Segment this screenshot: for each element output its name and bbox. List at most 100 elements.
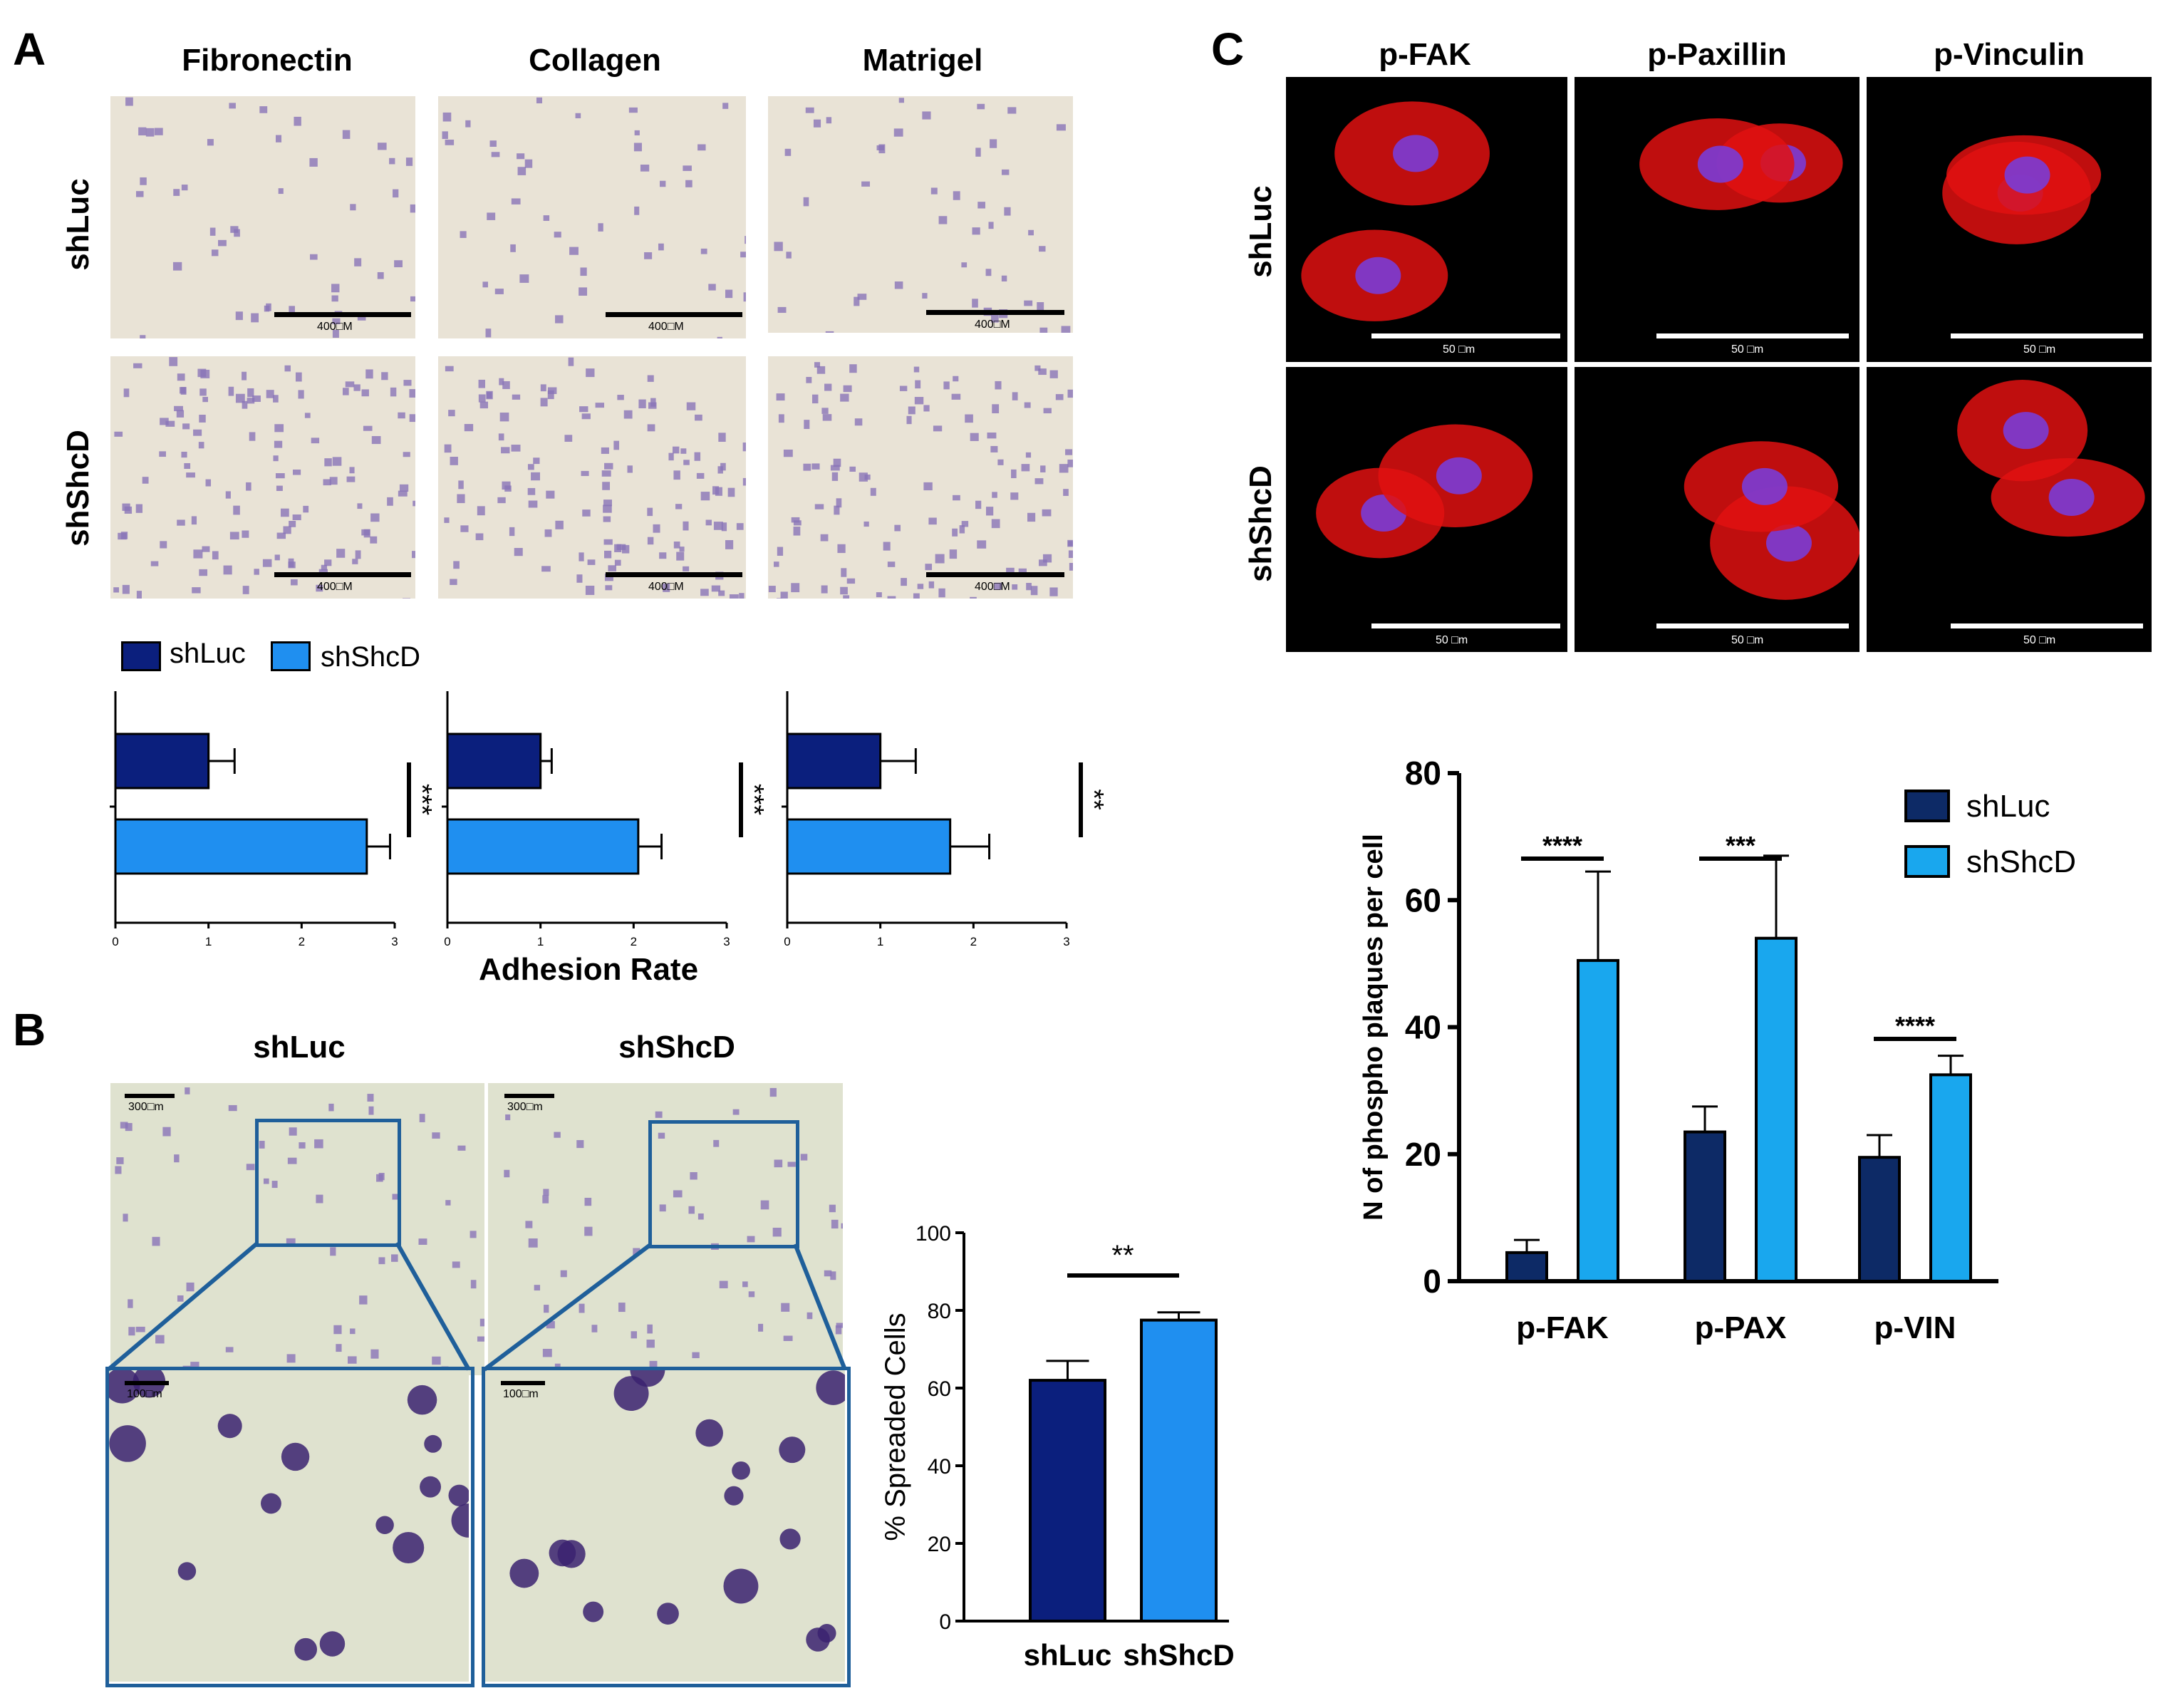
cell bbox=[409, 414, 415, 423]
cell bbox=[917, 584, 924, 589]
cell bbox=[732, 1109, 740, 1115]
micrograph-b-shluc-zoom bbox=[107, 1368, 469, 1682]
scale-bar bbox=[1371, 333, 1560, 338]
cell bbox=[299, 1142, 306, 1149]
scale-label: 50 □m bbox=[1731, 634, 1764, 646]
cell bbox=[286, 1238, 296, 1246]
cell bbox=[212, 551, 219, 560]
cell bbox=[1039, 327, 1048, 333]
cell bbox=[997, 459, 1004, 465]
cell bbox=[781, 1303, 790, 1312]
cell bbox=[724, 1486, 744, 1506]
cell bbox=[1034, 478, 1044, 485]
y-tick-label: 100 bbox=[915, 1222, 951, 1246]
cell bbox=[169, 357, 178, 366]
cell bbox=[806, 1312, 813, 1320]
cell bbox=[1024, 402, 1031, 408]
column-heading-p-paxillin: p-Paxillin bbox=[1647, 37, 1787, 72]
cell bbox=[547, 390, 554, 400]
scale-bar bbox=[606, 312, 742, 317]
cell bbox=[806, 376, 812, 383]
cell bbox=[631, 1331, 637, 1339]
scale-bar bbox=[606, 572, 742, 577]
y-tick-label: 0 bbox=[1423, 1263, 1441, 1300]
cell bbox=[273, 395, 279, 403]
cell bbox=[793, 520, 802, 526]
cell bbox=[280, 508, 289, 517]
cell bbox=[603, 500, 612, 507]
cell bbox=[185, 1087, 190, 1094]
cell bbox=[601, 470, 611, 477]
cell bbox=[930, 187, 938, 195]
significance-label: *** bbox=[407, 784, 437, 816]
micrograph-b-shshcd-overview bbox=[488, 1083, 843, 1375]
x-tick-label: 2 bbox=[970, 935, 977, 948]
cell bbox=[287, 1157, 297, 1164]
cell bbox=[485, 328, 492, 338]
cell bbox=[128, 1327, 135, 1336]
cell bbox=[1043, 408, 1052, 414]
cell bbox=[540, 384, 546, 392]
cell bbox=[511, 445, 521, 452]
scale-label: 400□M bbox=[317, 581, 353, 593]
cell bbox=[663, 584, 670, 592]
cell bbox=[1012, 392, 1018, 400]
cell bbox=[290, 579, 298, 586]
cell bbox=[712, 486, 720, 495]
cell bbox=[1024, 300, 1033, 306]
bar-shshcd-p-pax bbox=[1755, 936, 1798, 1283]
cell bbox=[602, 482, 611, 490]
cell bbox=[1011, 469, 1017, 479]
cell bbox=[813, 119, 821, 128]
cell bbox=[777, 598, 783, 599]
cell bbox=[923, 405, 930, 412]
cell bbox=[692, 1352, 700, 1359]
cell bbox=[779, 1437, 806, 1464]
cell bbox=[1049, 370, 1058, 378]
cell bbox=[316, 584, 323, 592]
cell bbox=[668, 452, 674, 461]
y-tick-label: 40 bbox=[1405, 1009, 1441, 1046]
cell bbox=[124, 506, 133, 514]
cell bbox=[486, 390, 493, 400]
cell bbox=[994, 582, 1002, 590]
cell bbox=[501, 447, 510, 454]
cell bbox=[922, 293, 928, 299]
scale-bar bbox=[125, 1381, 169, 1385]
cell bbox=[128, 1299, 133, 1308]
cell bbox=[695, 414, 702, 421]
cell bbox=[717, 466, 723, 474]
cell bbox=[579, 552, 584, 561]
cell bbox=[644, 252, 653, 259]
micrograph-texture bbox=[113, 357, 415, 599]
cell bbox=[647, 507, 653, 517]
cell bbox=[181, 185, 188, 191]
scale-label: 300□m bbox=[507, 1101, 543, 1113]
cell bbox=[834, 505, 840, 515]
cell bbox=[182, 423, 190, 430]
scale-bar bbox=[504, 1094, 554, 1098]
cell bbox=[555, 315, 564, 324]
cell bbox=[448, 410, 455, 417]
cell bbox=[591, 1325, 598, 1332]
cell bbox=[793, 527, 801, 536]
cell bbox=[309, 157, 318, 167]
cell bbox=[811, 394, 819, 404]
cell bbox=[1042, 509, 1052, 517]
cell bbox=[230, 226, 239, 233]
cell bbox=[1006, 567, 1015, 574]
cell bbox=[542, 1195, 549, 1204]
cell bbox=[546, 1320, 555, 1329]
micrograph-texture bbox=[1639, 118, 1843, 210]
cell bbox=[831, 472, 839, 481]
cell bbox=[843, 385, 852, 393]
cell bbox=[814, 504, 824, 509]
cell bbox=[531, 472, 540, 481]
cell bbox=[528, 1238, 538, 1248]
cell bbox=[859, 472, 868, 482]
cell bbox=[361, 389, 369, 397]
cell bbox=[841, 1223, 843, 1229]
cell bbox=[992, 492, 997, 498]
cell bbox=[673, 541, 680, 549]
cell bbox=[1067, 389, 1073, 398]
